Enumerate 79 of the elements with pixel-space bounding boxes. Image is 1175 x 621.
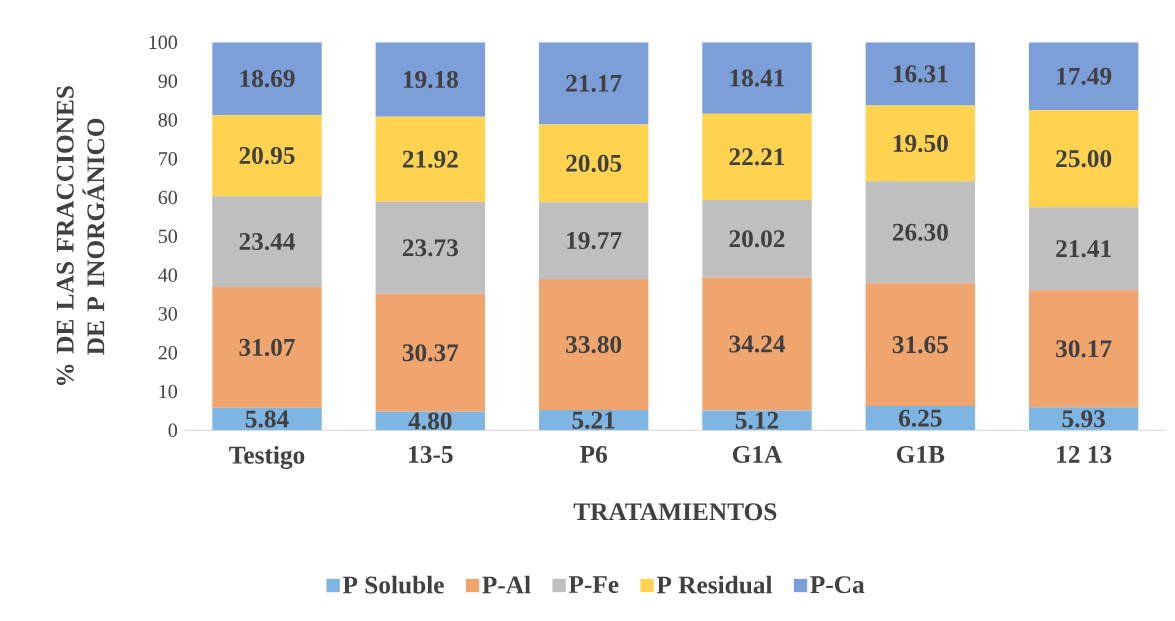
bar bbox=[1028, 110, 1139, 208]
bar bbox=[702, 199, 812, 278]
bar bbox=[375, 116, 486, 202]
y-tick-label: 80 bbox=[158, 113, 178, 127]
data-label: 33.80 bbox=[566, 335, 622, 354]
data-label: 25.00 bbox=[1056, 150, 1112, 168]
data-label: 31.65 bbox=[892, 336, 948, 354]
data-label: 18.41 bbox=[730, 69, 785, 87]
data-label: 19.77 bbox=[567, 232, 622, 250]
data-label: 21.17 bbox=[566, 74, 622, 92]
bar bbox=[865, 105, 976, 182]
data-label: 20.05 bbox=[566, 154, 622, 172]
legend-label: P-Fe bbox=[568, 576, 619, 594]
y-tick-label: 100 bbox=[149, 35, 178, 50]
y-tick-label: 0 bbox=[168, 423, 178, 438]
bar bbox=[212, 42, 322, 115]
bar bbox=[538, 124, 649, 203]
data-label: 21.92 bbox=[402, 150, 458, 168]
data-label: 23.44 bbox=[239, 233, 296, 251]
bar bbox=[702, 277, 812, 411]
bar bbox=[865, 42, 976, 106]
data-label: 5.84 bbox=[245, 410, 289, 428]
legend-label: P Residual bbox=[656, 575, 773, 594]
bar bbox=[865, 181, 976, 284]
x-tick-label: Testigo bbox=[229, 445, 305, 470]
data-label: 30.37 bbox=[402, 344, 459, 362]
y-tick-label: 60 bbox=[158, 190, 178, 205]
bar bbox=[375, 293, 486, 412]
bar bbox=[375, 201, 486, 294]
y-tick-label: 30 bbox=[158, 307, 178, 321]
data-label: 30.17 bbox=[1056, 340, 1112, 358]
data-label: 21.41 bbox=[1056, 240, 1111, 258]
bar bbox=[865, 283, 976, 407]
y-tick-label: 10 bbox=[159, 384, 178, 399]
x-tick-label: 12 13 bbox=[1057, 445, 1112, 463]
x-tick-label: G1A bbox=[732, 445, 783, 463]
bar bbox=[375, 42, 486, 117]
data-label: 16.31 bbox=[893, 65, 948, 83]
y-tick-label: 50 bbox=[158, 229, 178, 244]
x-axis-title: TRATAMIENTOS bbox=[573, 503, 777, 521]
data-label: 20.95 bbox=[239, 146, 295, 165]
y-tick-label: 70 bbox=[159, 151, 178, 166]
data-label: 6.25 bbox=[899, 409, 942, 427]
legend-label: P-Al bbox=[482, 575, 531, 594]
bar bbox=[212, 196, 322, 288]
x-tick-label: G1B bbox=[896, 445, 945, 463]
data-label: 20.02 bbox=[729, 230, 785, 248]
data-label: 22.21 bbox=[729, 148, 785, 166]
data-label: 34.24 bbox=[729, 335, 786, 353]
data-label: 4.80 bbox=[408, 412, 452, 430]
x-tick-label: P6 bbox=[580, 445, 607, 463]
bar bbox=[702, 113, 812, 200]
bar bbox=[212, 114, 322, 197]
data-label: 5.93 bbox=[1062, 410, 1105, 428]
data-label: 17.49 bbox=[1057, 67, 1112, 85]
bar bbox=[538, 278, 649, 411]
x-tick-label: 13-5 bbox=[409, 445, 453, 463]
bar bbox=[538, 42, 649, 125]
data-label: 19.50 bbox=[893, 134, 948, 152]
bar bbox=[1028, 42, 1139, 111]
data-label: 5.12 bbox=[735, 411, 779, 429]
y-tick-label: 40 bbox=[158, 268, 178, 282]
bar bbox=[702, 42, 812, 114]
bar bbox=[1028, 290, 1139, 408]
data-label: 31.07 bbox=[239, 338, 295, 356]
data-label: 5.21 bbox=[572, 411, 615, 429]
data-label: 23.73 bbox=[402, 239, 458, 257]
y-tick-label: 90 bbox=[158, 74, 178, 88]
data-label: 18.69 bbox=[240, 70, 295, 88]
bar bbox=[538, 202, 649, 279]
y-tick-label: 20 bbox=[158, 345, 178, 360]
bar bbox=[1028, 207, 1139, 291]
legend-label: P Soluble bbox=[342, 575, 444, 594]
data-label: 19.18 bbox=[403, 70, 458, 89]
data-label: 26.30 bbox=[892, 223, 948, 241]
bar bbox=[702, 410, 812, 431]
y-axis-title: % DE LAS FRACCIONES DE P INORGÁNICO bbox=[56, 86, 105, 386]
legend-label: P-Ca bbox=[810, 576, 865, 594]
bar bbox=[212, 287, 322, 408]
